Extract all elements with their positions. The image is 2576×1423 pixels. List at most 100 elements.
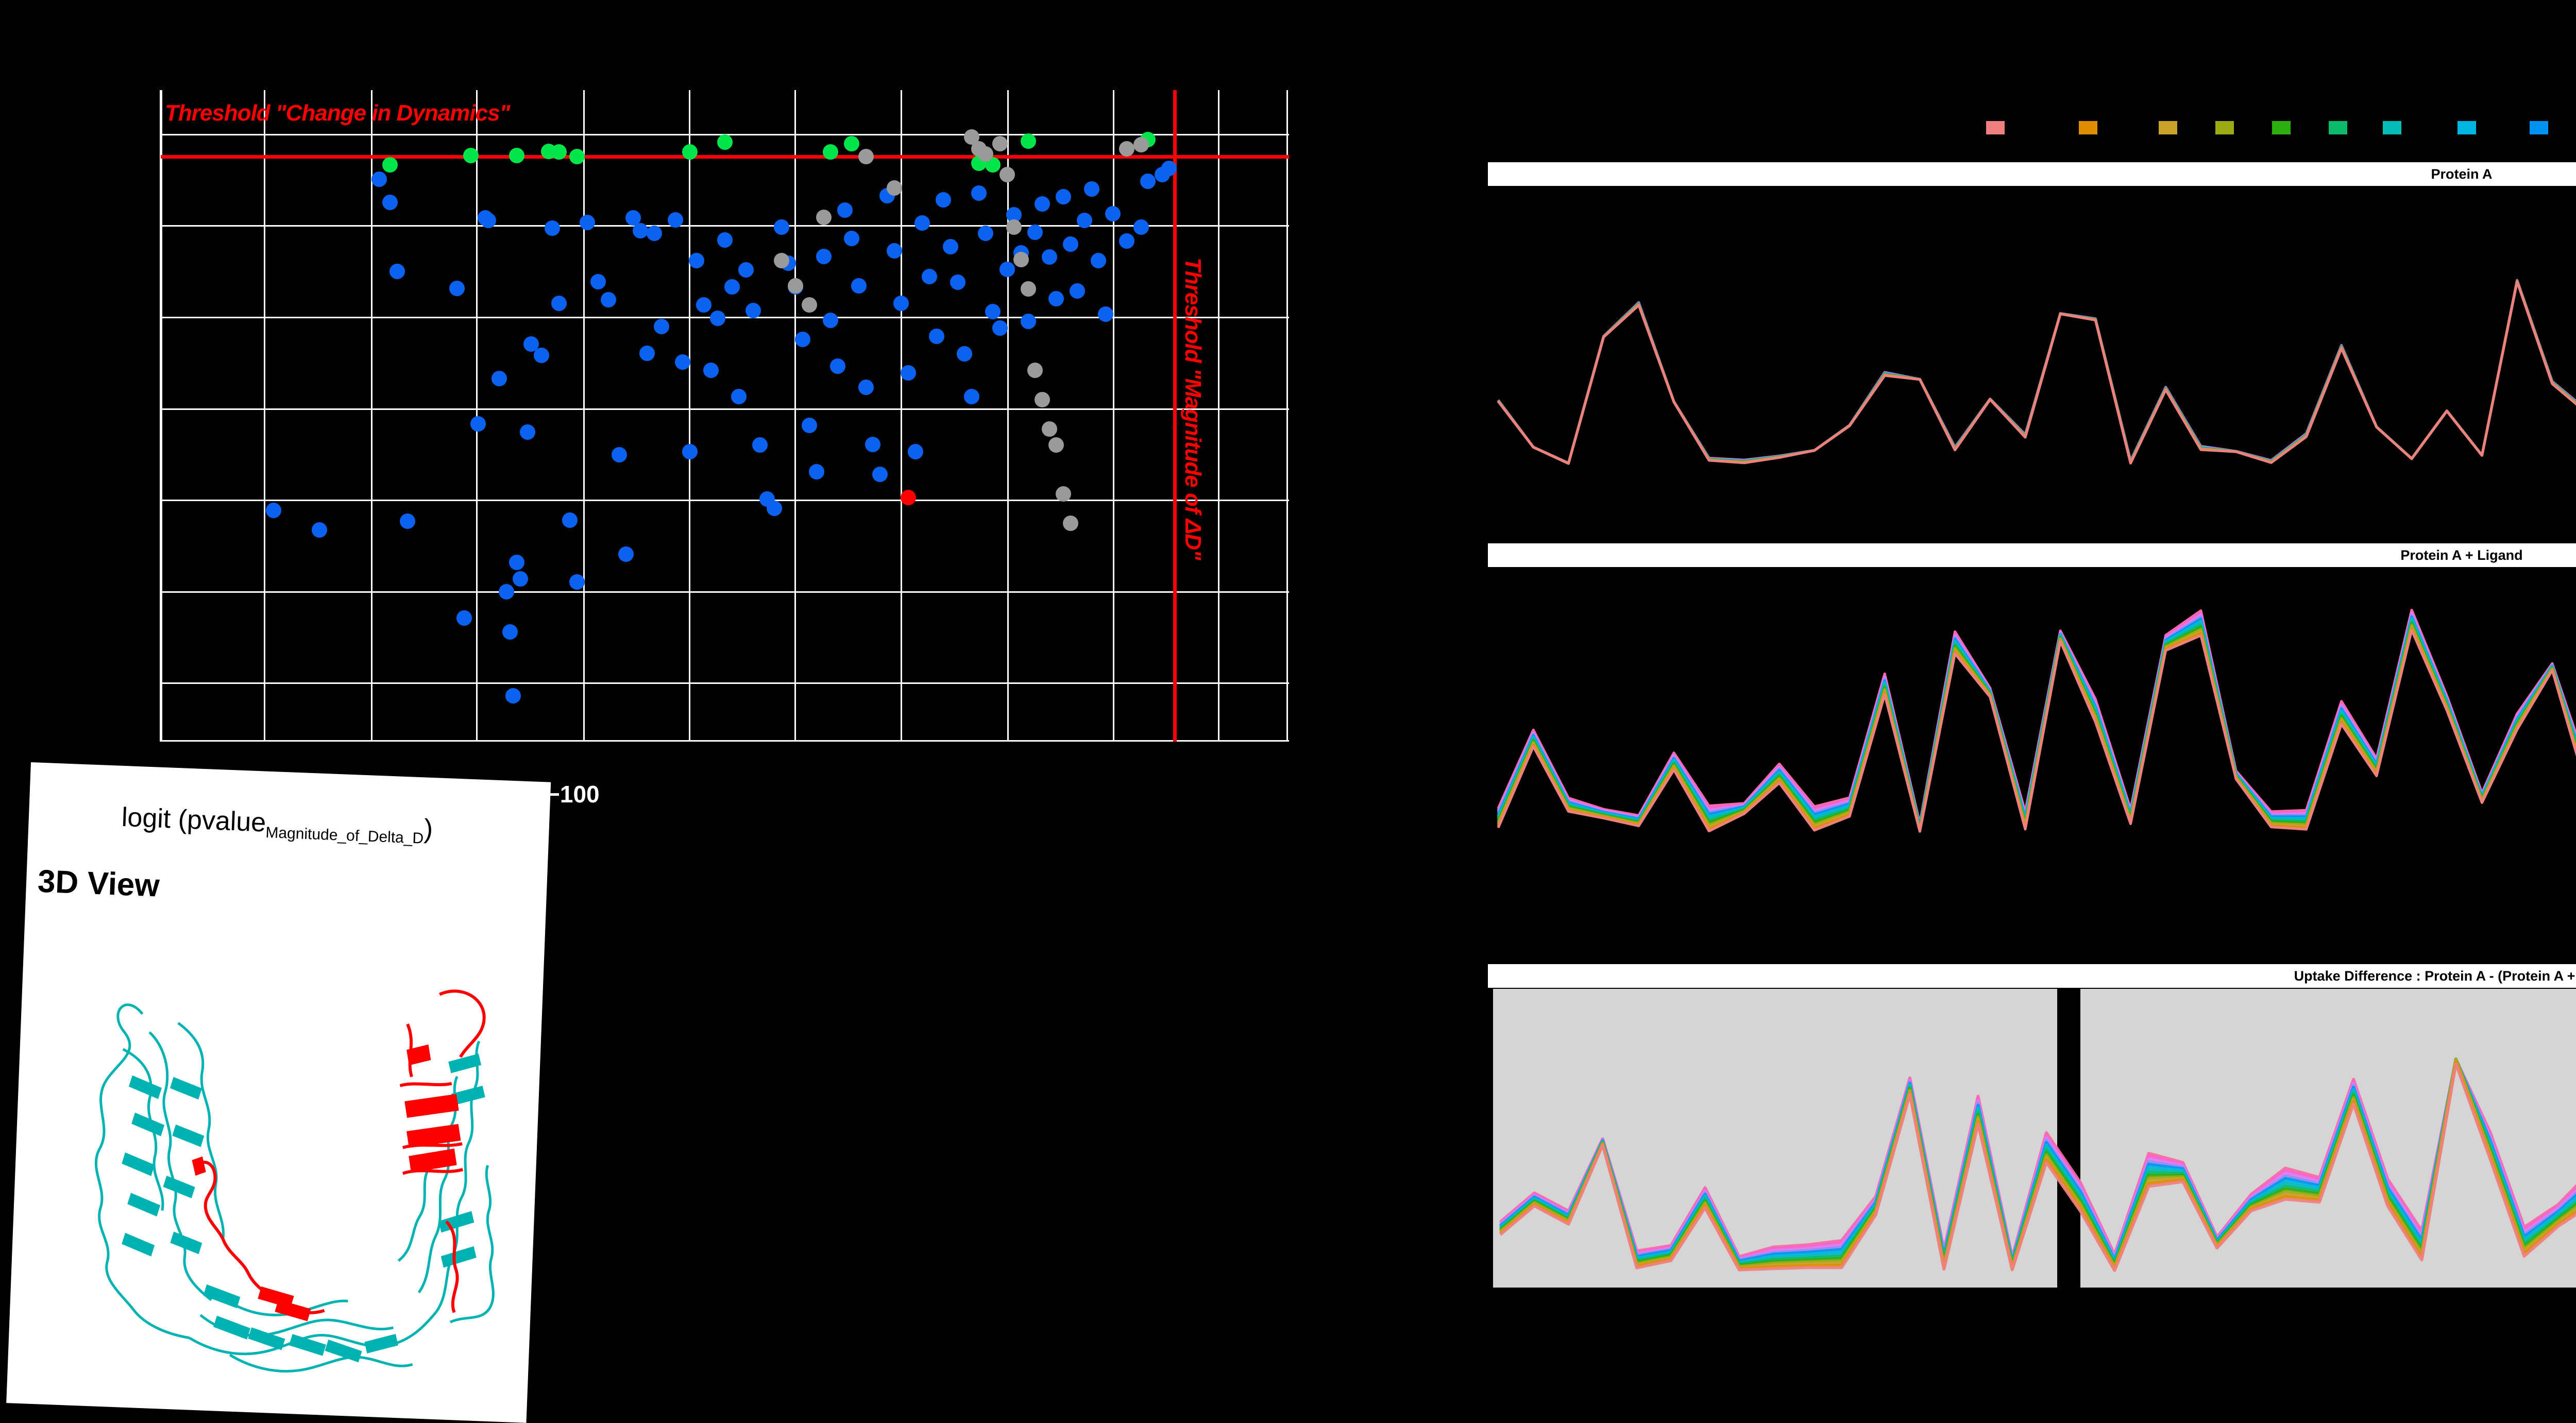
- scatter-point[interactable]: [505, 688, 521, 704]
- legend-swatch[interactable]: [2383, 121, 2401, 134]
- scatter-point[interactable]: [1083, 181, 1099, 197]
- scatter-point[interactable]: [978, 146, 994, 162]
- scatter-point[interactable]: [1013, 251, 1029, 267]
- scatter-point[interactable]: [1041, 421, 1057, 437]
- scatter-point[interactable]: [509, 555, 525, 571]
- legend-swatch[interactable]: [2215, 121, 2234, 134]
- legend-swatch[interactable]: [2458, 121, 2476, 134]
- scatter-point[interactable]: [999, 167, 1015, 183]
- scatter-point[interactable]: [816, 209, 832, 225]
- scatter-point[interactable]: [696, 297, 711, 313]
- scatter-point[interactable]: [957, 346, 973, 362]
- scatter-point[interactable]: [668, 212, 684, 228]
- scatter-point[interactable]: [1056, 189, 1071, 205]
- scatter-point[interactable]: [999, 261, 1015, 277]
- scatter-point[interactable]: [837, 202, 853, 218]
- scatter-point[interactable]: [936, 192, 952, 208]
- legend-swatch[interactable]: [2272, 121, 2291, 134]
- scatter-point[interactable]: [551, 144, 567, 160]
- legend-swatch[interactable]: [2159, 121, 2177, 134]
- scatter-point[interactable]: [498, 584, 514, 600]
- scatter-point[interactable]: [580, 214, 596, 230]
- scatter-point[interactable]: [816, 248, 832, 264]
- scatter-point[interactable]: [1027, 224, 1043, 240]
- scatter-point[interactable]: [569, 149, 585, 165]
- scatter-point[interactable]: [921, 268, 937, 284]
- scatter-point[interactable]: [724, 279, 740, 295]
- scatter-point[interactable]: [717, 134, 733, 150]
- scatter-point[interactable]: [858, 379, 874, 395]
- scatter-point[interactable]: [823, 312, 839, 328]
- scatter-point[interactable]: [907, 444, 923, 460]
- scatter-point[interactable]: [773, 219, 789, 235]
- scatter-point[interactable]: [1048, 437, 1064, 453]
- scatter-point[interactable]: [647, 226, 663, 242]
- scatter-point[interactable]: [802, 418, 818, 434]
- scatter-point[interactable]: [858, 149, 874, 165]
- scatter-point[interactable]: [1020, 281, 1036, 297]
- scatter-point[interactable]: [1140, 174, 1156, 190]
- scatter-point[interactable]: [978, 226, 994, 242]
- scatter-point[interactable]: [1070, 283, 1086, 299]
- scatter-point[interactable]: [787, 278, 803, 294]
- scatter-point[interactable]: [823, 144, 839, 160]
- scatter-point[interactable]: [639, 346, 655, 362]
- scatter-point[interactable]: [653, 319, 669, 335]
- scatter-point[interactable]: [766, 501, 782, 517]
- scatter-point[interactable]: [1006, 219, 1022, 235]
- scatter-point[interactable]: [808, 464, 824, 480]
- scatter-point[interactable]: [794, 332, 810, 348]
- scatter-point[interactable]: [1020, 314, 1036, 330]
- scatter-point[interactable]: [382, 157, 398, 173]
- scatter-point[interactable]: [1056, 486, 1071, 502]
- scatter-point[interactable]: [470, 416, 486, 432]
- scatter-point[interactable]: [900, 365, 916, 381]
- scatter-point[interactable]: [928, 329, 944, 345]
- scatter-point[interactable]: [1077, 213, 1093, 228]
- scatter-point[interactable]: [1098, 306, 1114, 322]
- scatter-point[interactable]: [844, 135, 860, 151]
- scatter-point[interactable]: [389, 263, 405, 279]
- scatter-point[interactable]: [481, 213, 497, 228]
- scatter-point[interactable]: [519, 424, 535, 440]
- scatter-point[interactable]: [844, 231, 860, 247]
- scatter-point[interactable]: [562, 512, 578, 528]
- scatter-point[interactable]: [682, 144, 698, 160]
- scatter-point[interactable]: [745, 302, 761, 318]
- scatter-point[interactable]: [463, 147, 479, 163]
- scatter-point[interactable]: [1091, 253, 1107, 269]
- scatter-point[interactable]: [492, 371, 507, 387]
- scatter-point[interactable]: [674, 354, 690, 370]
- scatter-point[interactable]: [601, 292, 617, 308]
- scatter-point[interactable]: [513, 571, 529, 587]
- scatter-point[interactable]: [1161, 160, 1177, 176]
- scatter-point[interactable]: [1119, 141, 1135, 157]
- scatter-point[interactable]: [625, 210, 641, 226]
- scatter-point[interactable]: [382, 194, 398, 210]
- scatter-point[interactable]: [1034, 196, 1050, 212]
- scatter-point[interactable]: [449, 280, 465, 296]
- scatter-point[interactable]: [266, 502, 281, 518]
- scatter-point[interactable]: [738, 262, 754, 278]
- scatter-point[interactable]: [682, 444, 698, 460]
- scatter-point[interactable]: [456, 610, 472, 626]
- scatter-point[interactable]: [900, 489, 916, 505]
- legend-swatch[interactable]: [2079, 121, 2097, 134]
- scatter-point[interactable]: [611, 447, 627, 463]
- scatter-point[interactable]: [914, 215, 930, 231]
- scatter-point[interactable]: [886, 243, 902, 259]
- scatter-point[interactable]: [773, 253, 789, 269]
- scatter-point[interactable]: [943, 238, 958, 254]
- scatter-point[interactable]: [544, 220, 560, 236]
- scatter-point[interactable]: [1133, 137, 1149, 153]
- scatter-point[interactable]: [1105, 206, 1121, 222]
- scatter-point[interactable]: [950, 275, 965, 290]
- scatter-point[interactable]: [590, 273, 606, 289]
- scatter-point[interactable]: [1133, 219, 1149, 235]
- scatter-point[interactable]: [985, 304, 1001, 320]
- scatter-point[interactable]: [311, 522, 327, 538]
- scatter-point[interactable]: [502, 624, 518, 640]
- scatter-point[interactable]: [851, 278, 867, 294]
- scatter-point[interactable]: [710, 310, 726, 326]
- scatter-point[interactable]: [964, 388, 980, 404]
